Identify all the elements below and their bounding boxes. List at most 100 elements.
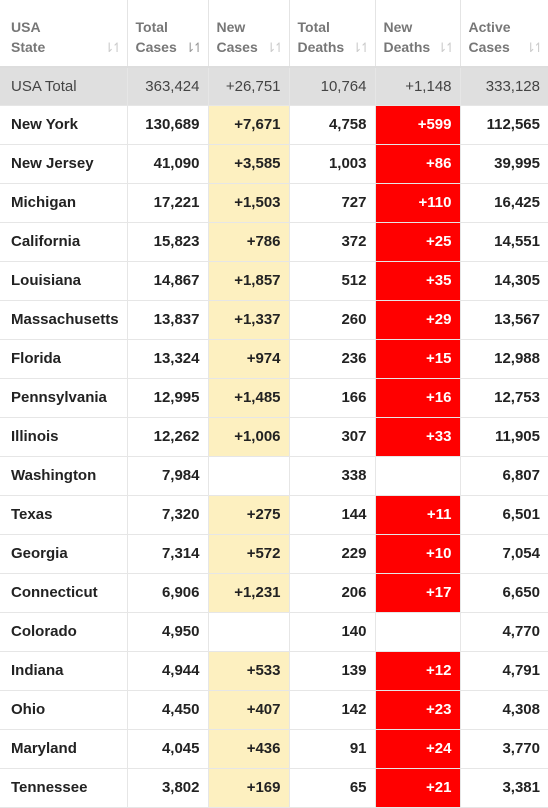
new-deaths-cell: +25 [375,222,461,262]
header-row: USA State ⇂↿ Total Cases ⇂↿ New Cases ⇂↿ Total Dea… [0,0,548,68]
sort-arrows-icon[interactable]: ⇂↿ [525,40,544,55]
table-row: Maryland 4,045 +436 91 +24 3,770 [0,729,548,769]
total-deaths-cell: 4,758 [289,105,376,145]
new-deaths-cell: +11 [375,495,461,535]
total-cases-cell: 12,995 [127,378,209,418]
new-deaths-cell [375,456,461,496]
table-row: Pennsylvania 12,995 +1,485 166 +16 12,753 [0,378,548,418]
sort-arrows-icon[interactable]: ⇂↿ [265,40,285,55]
new-cases-cell: +1,231 [208,573,290,613]
column-header-label: State [11,39,46,55]
state-cell: Indiana [0,651,128,691]
column-header-state[interactable]: USA State ⇂↿ [0,0,128,68]
new-deaths-cell: +599 [375,105,461,145]
state-cell: Tennessee [0,768,128,808]
total-cases-cell: 15,823 [127,222,209,262]
total-deaths-cell: 91 [289,729,376,769]
total-deaths-cell: 260 [289,300,376,340]
new-deaths-cell: +35 [375,261,461,301]
total-cases-cell: 3,802 [127,768,209,808]
new-cases-cell: +572 [208,534,290,574]
state-cell: Texas [0,495,128,535]
new-deaths-cell: +21 [375,768,461,808]
total-cases-cell: 6,906 [127,573,209,613]
new-cases-cell: +1,857 [208,261,290,301]
table-row: Washington 7,984 338 6,807 [0,456,548,496]
new-cases-cell: +7,671 [208,105,290,145]
table-row: Indiana 4,944 +533 139 +12 4,791 [0,651,548,691]
sort-arrows-icon[interactable]: ⇂↿ [103,40,123,55]
new-cases-cell: +3,585 [208,144,290,184]
total-deaths-cell: 140 [289,612,376,652]
total-cases-cell: 14,867 [127,261,209,301]
state-cell: New York [0,105,128,145]
total-cases-cell: 41,090 [127,144,209,184]
total-cases-cell: 13,837 [127,300,209,340]
new-cases-cell: +1,337 [208,300,290,340]
column-header-active-cases[interactable]: Active Cases ⇂↿ [460,0,548,68]
active-cases-cell: 39,995 [460,144,548,184]
table-row: Georgia 7,314 +572 229 +10 7,054 [0,534,548,574]
new-cases-cell: +169 [208,768,290,808]
new-deaths-cell: +23 [375,690,461,730]
new-deaths-cell: +1,148 [375,67,461,106]
column-header-label: Cases [216,39,258,55]
total-deaths-cell: 166 [289,378,376,418]
new-cases-cell: +1,503 [208,183,290,223]
active-cases-cell: 16,425 [460,183,548,223]
column-header-label: Active [468,19,511,35]
new-cases-cell: +533 [208,651,290,691]
column-header-label: Deaths [297,39,345,55]
sort-arrows-icon[interactable]: ⇂↿ [436,40,456,55]
new-deaths-cell: +12 [375,651,461,691]
total-cases-cell: 13,324 [127,339,209,379]
new-deaths-cell: +16 [375,378,461,418]
new-deaths-cell: +33 [375,417,461,457]
total-deaths-cell: 307 [289,417,376,457]
sort-arrows-icon[interactable]: ⇂↿ [351,40,371,55]
column-header-total-cases[interactable]: Total Cases ⇂↿ [127,0,209,68]
active-cases-cell: 4,791 [460,651,548,691]
state-cell: Washington [0,456,128,496]
total-deaths-cell: 1,003 [289,144,376,184]
active-cases-cell: 14,305 [460,261,548,301]
new-cases-cell [208,612,290,652]
column-header-label: USA [11,19,41,35]
column-header-total-deaths[interactable]: Total Deaths ⇂↿ [289,0,376,68]
new-cases-cell: +974 [208,339,290,379]
table-row: Massachusetts 13,837 +1,337 260 +29 13,567 [0,300,548,340]
state-cell: Maryland [0,729,128,769]
total-cases-cell: 17,221 [127,183,209,223]
active-cases-cell: 6,650 [460,573,548,613]
active-cases-cell: 12,988 [460,339,548,379]
total-deaths-cell: 144 [289,495,376,535]
total-cases-cell: 7,314 [127,534,209,574]
state-cell: Illinois [0,417,128,457]
table-row: Connecticut 6,906 +1,231 206 +17 6,650 [0,573,548,613]
column-header-label: Cases [135,39,177,55]
active-cases-cell: 6,501 [460,495,548,535]
total-cases-cell: 130,689 [127,105,209,145]
state-cell: Colorado [0,612,128,652]
total-deaths-cell: 338 [289,456,376,496]
total-deaths-cell: 229 [289,534,376,574]
column-header-new-deaths[interactable]: New Deaths ⇂↿ [375,0,461,68]
active-cases-cell: 13,567 [460,300,548,340]
state-cell: Louisiana [0,261,128,301]
table-row: Colorado 4,950 140 4,770 [0,612,548,652]
new-deaths-cell: +110 [375,183,461,223]
column-header-new-cases[interactable]: New Cases ⇂↿ [208,0,290,68]
total-cases-cell: 363,424 [127,67,209,106]
active-cases-cell: 6,807 [460,456,548,496]
table-body: USA Total 363,424 +26,751 10,764 +1,148 333,1… [0,67,548,808]
new-cases-cell: +26,751 [208,67,290,106]
new-cases-cell [208,456,290,496]
new-cases-cell: +786 [208,222,290,262]
column-header-label: Total [135,19,168,35]
state-cell: Ohio [0,690,128,730]
total-row: USA Total 363,424 +26,751 10,764 +1,148 333,1… [0,67,548,106]
sort-arrows-icon[interactable]: ⇂↿ [184,40,204,55]
active-cases-cell: 112,565 [460,105,548,145]
column-header-label: New [216,19,246,35]
